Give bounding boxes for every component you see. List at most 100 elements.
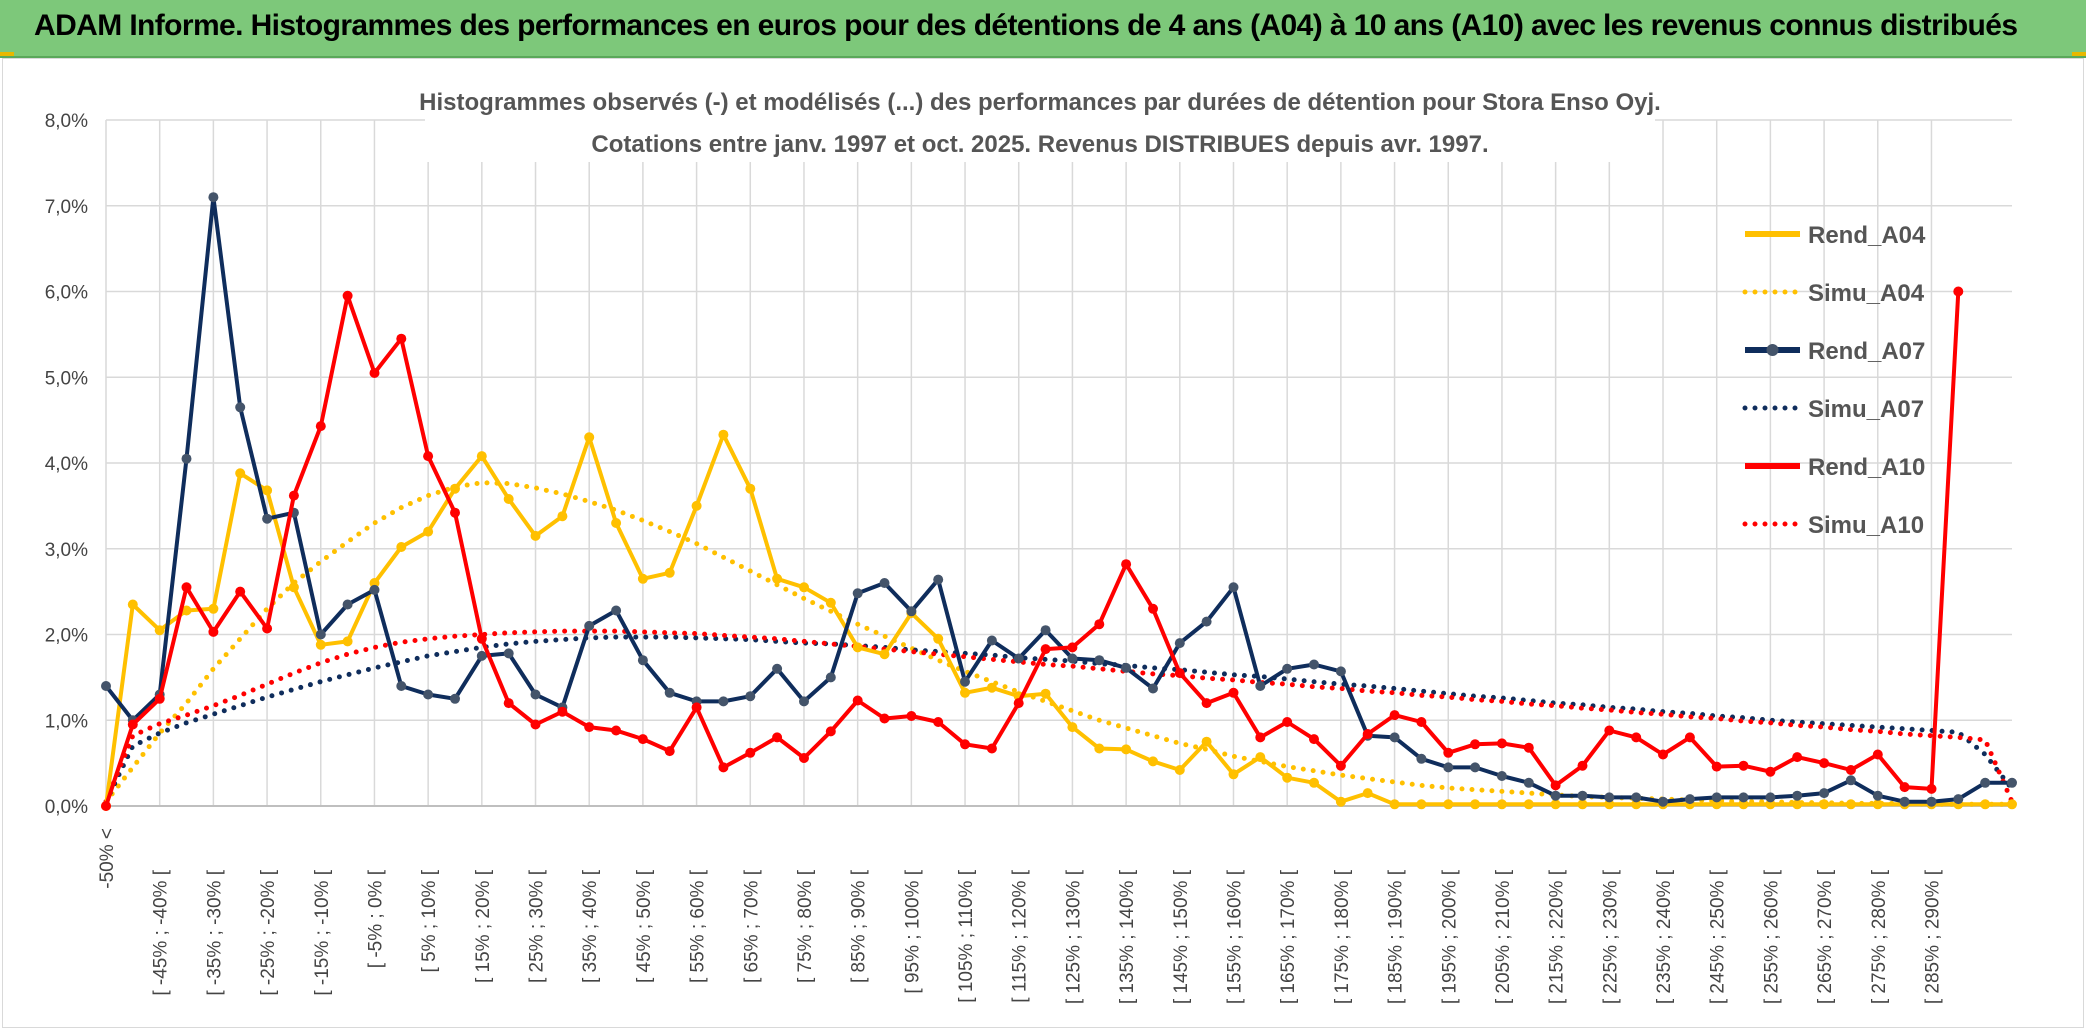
- data-point: [1121, 744, 1132, 755]
- data-point: [557, 511, 568, 522]
- data-point: [611, 605, 622, 616]
- data-point: [1604, 792, 1615, 803]
- series-rend-a07: [101, 192, 2017, 807]
- data-point: [127, 719, 138, 730]
- data-point: [369, 578, 380, 588]
- data-point: [825, 672, 836, 683]
- y-axis-ticks: 0,0% 1,0% 2,0% 3,0% 4,0% 5,0% 6,0% 7,0% 8,0%: [45, 111, 88, 818]
- data-point: [1711, 761, 1722, 772]
- x-tick-label: [ 35% ; 40% [: [580, 869, 601, 983]
- data-point: [1845, 765, 1856, 775]
- data-point: [369, 584, 380, 595]
- data-point: [1174, 668, 1185, 679]
- data-point: [503, 494, 514, 504]
- data-point: [718, 762, 729, 773]
- y-tick-label: 5,0%: [45, 368, 88, 389]
- data-point: [1926, 783, 1937, 794]
- y-tick-label: 7,0%: [45, 197, 88, 218]
- data-point: [1228, 769, 1239, 780]
- data-point: [396, 681, 407, 691]
- x-tick-label: -50% <: [97, 828, 118, 889]
- data-point: [369, 368, 380, 378]
- data-point: [1389, 732, 1400, 743]
- data-point: [637, 734, 648, 745]
- data-point: [450, 693, 460, 704]
- data-point: [960, 739, 970, 750]
- data-point: [1443, 799, 1454, 810]
- data-point: [691, 702, 702, 713]
- x-tick-label: [ 115% ; 120% [: [1010, 869, 1031, 1002]
- data-point: [476, 633, 487, 644]
- x-tick-label: [ 95% ; 100% [: [902, 869, 923, 993]
- data-point: [101, 801, 111, 811]
- data-point: [691, 500, 702, 511]
- x-tick-label: [ 165% ; 170% [: [1278, 869, 1299, 1004]
- data-point: [530, 719, 541, 730]
- data-point: [1067, 653, 1078, 664]
- data-point: [342, 290, 353, 301]
- data-point: [1765, 766, 1776, 777]
- data-point: [1040, 644, 1051, 655]
- data-point: [1121, 662, 1132, 673]
- legend: Rend_A04 Simu_A04 Rend_A07 Simu_A07 Rend_A10…: [1742, 222, 1926, 539]
- data-point: [1980, 799, 1991, 810]
- data-point: [1523, 799, 1534, 810]
- data-point: [1792, 790, 1803, 801]
- data-point: [315, 629, 326, 640]
- data-point: [1792, 752, 1803, 763]
- data-point: [1980, 777, 1991, 788]
- data-point: [852, 695, 863, 706]
- chart-title-background: [425, 80, 1655, 162]
- data-point: [450, 507, 460, 518]
- data-point: [235, 586, 246, 597]
- data-point: [772, 573, 783, 584]
- series-simu-a07: [103, 634, 2015, 805]
- x-tick-label: [ 45% ; 50% [: [634, 869, 655, 983]
- data-point: [1335, 760, 1346, 771]
- data-point: [611, 518, 622, 528]
- data-point: [1550, 799, 1561, 810]
- series-line: [104, 432, 2012, 807]
- data-point: [450, 483, 460, 494]
- data-point: [960, 676, 970, 687]
- data-point: [1040, 625, 1051, 636]
- y-tick-label: 1,0%: [45, 711, 88, 732]
- data-point: [342, 636, 353, 647]
- data-point: [262, 623, 273, 634]
- series-rend-a04: [101, 429, 2017, 811]
- data-point: [637, 573, 648, 584]
- data-point: [1765, 792, 1776, 803]
- x-tick-label: [ 185% ; 190% [: [1386, 869, 1407, 1004]
- data-point: [1738, 760, 1749, 771]
- data-point: [1201, 736, 1212, 747]
- chart-title: Histogrammes observés (-) et modélisés (…: [419, 80, 1661, 162]
- data-point: [1550, 790, 1561, 801]
- data-point: [1658, 796, 1668, 807]
- x-tick-label: [ 215% ; 220% [: [1547, 869, 1568, 1004]
- legend-item-simu-a07: Simu_A07: [1742, 396, 1924, 423]
- data-point: [825, 597, 836, 608]
- data-point: [1819, 758, 1830, 769]
- data-point: [1496, 738, 1507, 749]
- data-point: [1792, 799, 1803, 810]
- data-point: [852, 642, 863, 653]
- data-point: [718, 429, 729, 440]
- x-tick-label: [ 175% ; 180% [: [1332, 869, 1353, 1004]
- data-point: [584, 722, 595, 733]
- data-point: [664, 746, 675, 757]
- legend-label: Rend_A04: [1808, 222, 1926, 249]
- data-point: [1496, 799, 1507, 810]
- data-point: [906, 606, 917, 617]
- data-point: [1094, 655, 1105, 666]
- corner-mark-left: [0, 52, 14, 56]
- data-point: [1684, 732, 1695, 743]
- data-point: [530, 530, 541, 541]
- data-point: [1819, 788, 1830, 799]
- data-point: [1040, 688, 1051, 699]
- x-tick-label: [ 255% ; 260% [: [1761, 869, 1782, 1004]
- data-point: [986, 635, 997, 646]
- data-point: [1631, 799, 1642, 810]
- data-point: [584, 432, 595, 443]
- data-point: [396, 333, 407, 344]
